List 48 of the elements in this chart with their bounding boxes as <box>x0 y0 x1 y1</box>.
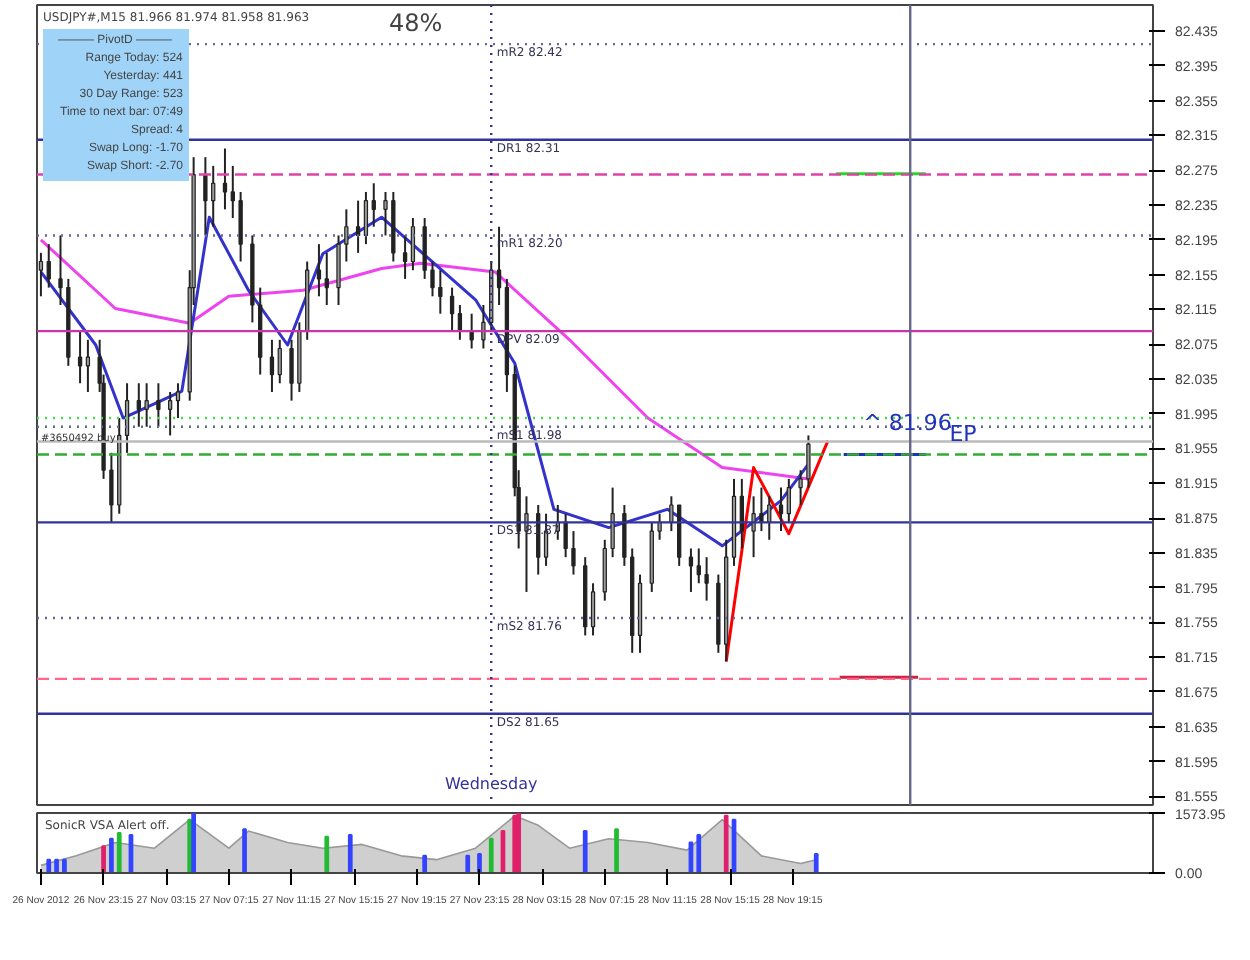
candlestick <box>230 164 235 220</box>
candlestick <box>704 556 709 602</box>
candlestick <box>175 382 181 420</box>
candlestick <box>144 382 149 428</box>
candlestick <box>469 312 474 350</box>
candlestick <box>422 217 427 280</box>
candlestick <box>751 495 756 559</box>
candlestick <box>222 147 228 211</box>
candlestick <box>269 338 275 393</box>
candlestick <box>136 382 141 428</box>
candlestick <box>622 504 627 567</box>
line-series <box>724 439 830 664</box>
candlestick <box>688 547 694 593</box>
candlestick <box>590 582 596 637</box>
candlestick <box>336 234 341 306</box>
annotation: EP <box>949 420 978 447</box>
candlestick <box>786 477 791 524</box>
candlestick <box>46 243 51 289</box>
candlestick <box>778 486 784 533</box>
candlestick <box>410 217 416 272</box>
candlestick <box>238 190 243 263</box>
candlestick <box>759 486 764 533</box>
candlestick <box>324 251 329 306</box>
candlestick <box>449 286 455 333</box>
candlestick <box>38 251 44 298</box>
chart-subtitle: 48% <box>389 9 443 37</box>
candlestick <box>363 190 369 246</box>
candlestick <box>316 243 322 298</box>
candlestick <box>211 164 216 228</box>
candlestick <box>371 182 376 228</box>
candlestick <box>402 234 408 280</box>
candlestick <box>85 338 91 393</box>
candlestick <box>156 382 161 428</box>
candlestick <box>806 434 811 489</box>
candlestick <box>203 156 208 237</box>
candlestick <box>277 338 282 385</box>
candlestick <box>571 530 576 576</box>
line-series <box>39 215 810 548</box>
candlestick <box>798 469 803 506</box>
candlestick <box>167 390 173 437</box>
candlestick <box>696 547 701 585</box>
ref-line-label: Wednesday <box>444 775 539 793</box>
candlestick <box>563 512 568 559</box>
candlestick <box>344 208 349 263</box>
candlestick <box>289 338 294 402</box>
candlestick <box>438 269 443 315</box>
candlestick <box>657 512 662 541</box>
candlestick <box>77 330 83 385</box>
